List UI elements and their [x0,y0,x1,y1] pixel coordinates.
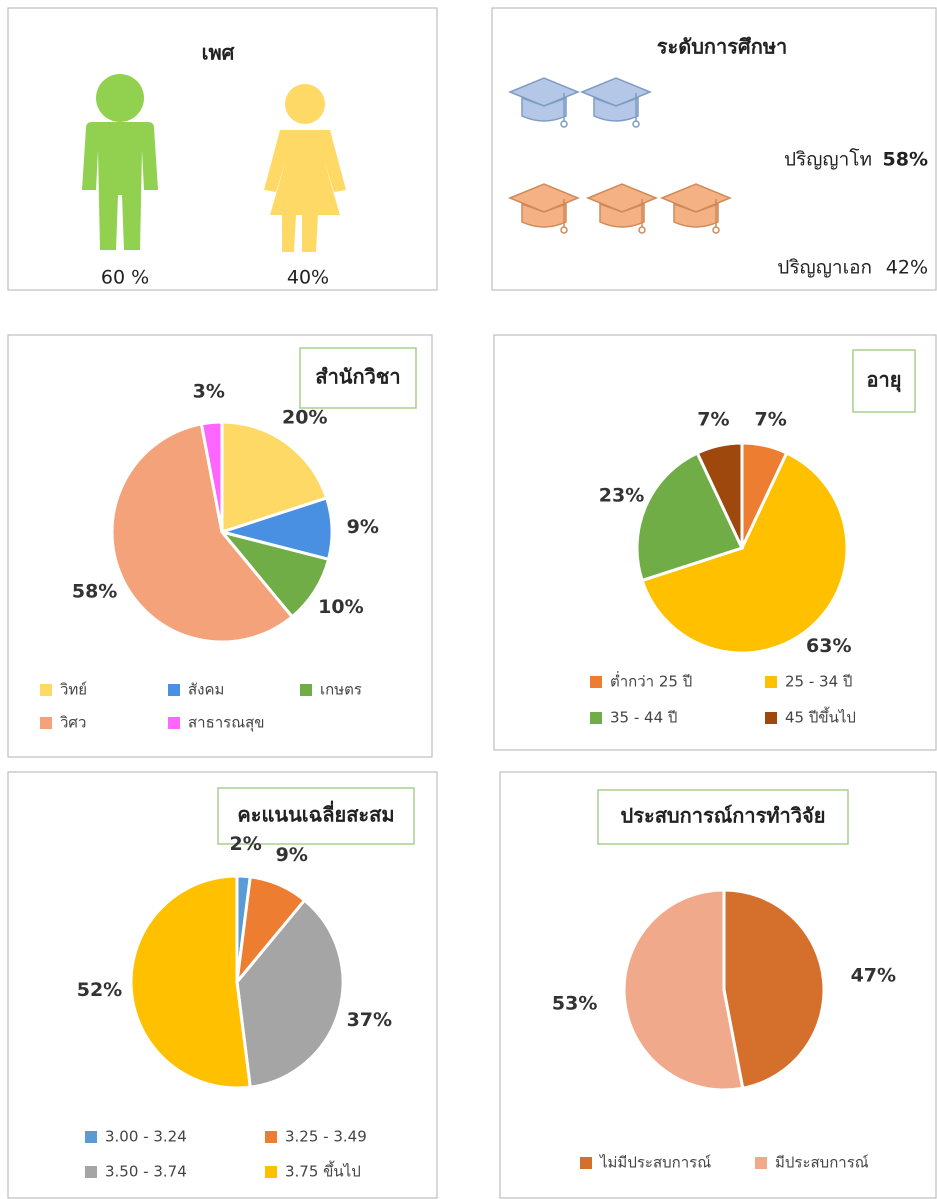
legend-label: 35 - 44 ปี [610,709,677,727]
education-category: ปริญญาโท [784,148,872,171]
legend-label: 25 - 34 ปี [785,673,852,691]
data-label: 58% [72,580,117,602]
legend-swatch [40,684,52,696]
legend-label: 3.75 ขึ้นไป [285,1161,361,1181]
infographic: เพศ 60 % 40% ระดับการศึกษา ปริญญาโท 58% … [0,0,937,1199]
legend-label: มีประสบการณ์ [775,1154,869,1172]
chart-title: ประสบการณ์การทำวิจัย [621,804,826,828]
legend-label: ไม่มีประสบการณ์ [599,1154,711,1172]
education-caps [510,184,730,233]
data-label: 20% [282,407,327,429]
data-label: 52% [77,979,122,1001]
gender-title: เพศ [202,41,236,65]
legend-label: 45 ปีขึ้นไป [785,707,856,727]
legend-swatch [580,1157,592,1169]
legend-label: ต่ำกว่า 25 ปี [610,671,692,691]
legend-label: 3.50 - 3.74 [105,1163,187,1181]
education-label: 58% [883,149,928,171]
data-label: 9% [276,844,308,866]
legend-swatch [300,684,312,696]
data-label: 10% [318,596,363,618]
legend-swatch [265,1131,277,1143]
legend-swatch [85,1131,97,1143]
legend-swatch [765,712,777,724]
gender-label: 40% [287,267,329,289]
legend-label: วิศว [59,714,86,732]
legend-label: สังคม [188,681,224,699]
legend-swatch [265,1166,277,1178]
legend-swatch [765,676,777,688]
chart-title: อายุ [867,368,902,393]
legend-label: เกษตร [320,681,362,699]
data-label: 63% [806,635,851,657]
education-title: ระดับการศึกษา [657,35,787,59]
legend-label: สาธารณสุข [188,714,265,733]
data-label: 23% [599,484,644,506]
education-category: ปริญญาเอก [777,257,872,279]
data-label: 9% [347,516,379,538]
chart-title: คะแนนเฉลี่ยสะสม [237,800,394,827]
legend-swatch [168,717,180,729]
legend-swatch [85,1166,97,1178]
data-label: 3% [193,380,225,402]
legend-label: 3.25 - 3.49 [285,1128,367,1146]
data-label: 47% [851,964,896,986]
education-label: 42% [886,257,928,279]
legend-swatch [590,712,602,724]
data-label: 53% [552,993,597,1015]
legend-swatch [590,676,602,688]
data-label: 2% [230,833,262,855]
legend-label: วิทย์ [59,681,87,699]
data-label: 37% [347,1009,392,1031]
legend-swatch [755,1157,767,1169]
legend-swatch [40,717,52,729]
gender-label: 60 % [101,267,149,289]
data-label: 7% [754,408,786,430]
legend-label: 3.00 - 3.24 [105,1128,187,1146]
chart-title: สำนักวิชา [315,365,400,389]
legend-swatch [168,684,180,696]
data-label: 7% [697,408,729,430]
